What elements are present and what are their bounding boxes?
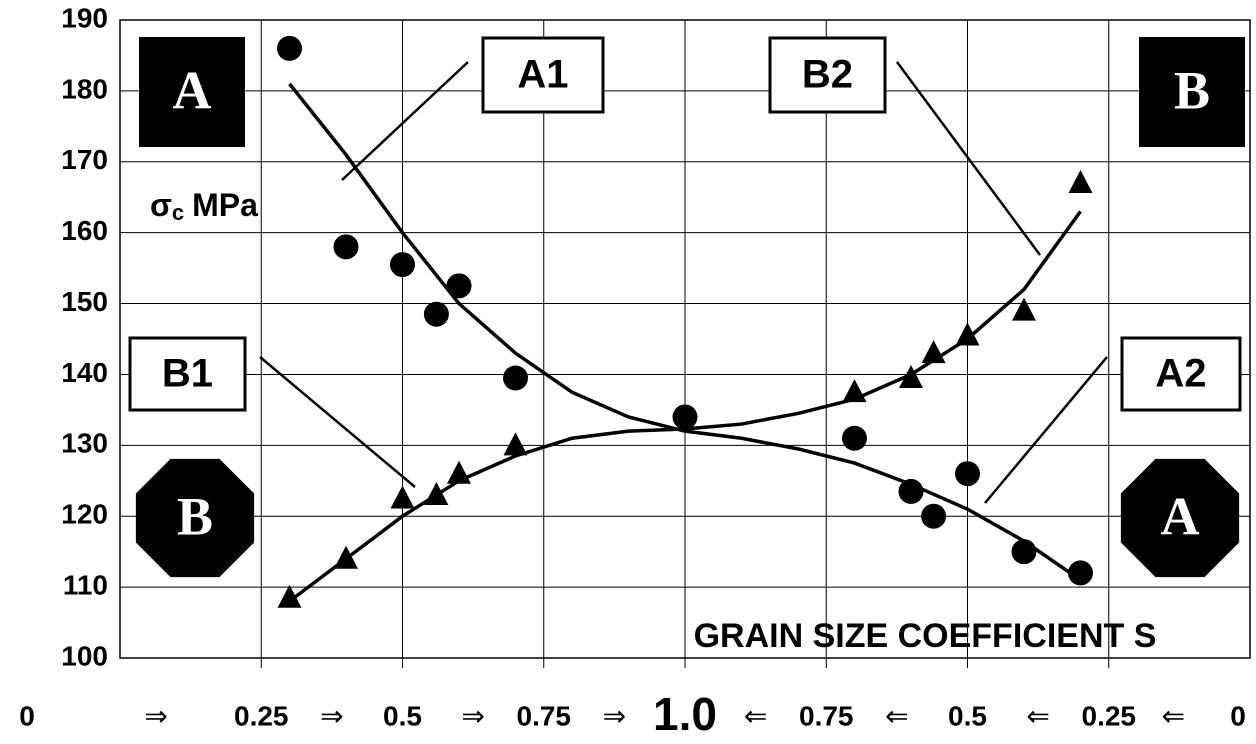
data-point	[921, 340, 946, 364]
data-point	[898, 478, 924, 504]
x-tick-separator: ⇐	[885, 700, 908, 731]
y-tick-label: 140	[61, 357, 108, 388]
data-point	[390, 485, 415, 509]
data-point	[424, 481, 449, 505]
x-tick-separator: ⇒	[144, 700, 167, 731]
x-tick-separator: ⇒	[320, 700, 343, 731]
badge-label: A	[1161, 486, 1200, 546]
badge-octagon	[1120, 458, 1240, 578]
badge-square	[139, 37, 245, 147]
data-point	[921, 503, 947, 529]
data-point	[955, 461, 980, 487]
badge-square	[1139, 37, 1245, 147]
data-point	[672, 404, 698, 430]
x-tick-label: 0	[1230, 700, 1246, 731]
y-tick-label: 160	[61, 215, 108, 246]
leader-line	[984, 356, 1108, 504]
callout-label: A2	[1155, 352, 1206, 396]
leader-line	[895, 61, 1042, 256]
badge-octagon	[135, 458, 255, 578]
x-tick-label: 0.25	[234, 700, 289, 731]
leader-line	[341, 61, 469, 181]
x-tick-separator: ⇒	[461, 700, 484, 731]
data-point	[277, 35, 302, 61]
callout-box	[768, 36, 887, 114]
data-point	[277, 584, 302, 608]
y-tick-label: 190	[61, 2, 108, 33]
callout-box	[481, 36, 605, 114]
callout-label: B2	[802, 53, 853, 97]
x-axis-label: GRAIN SIZE COEFFICIENT S	[694, 617, 1157, 655]
data-point	[446, 273, 472, 299]
y-label-symbol: σ	[150, 187, 172, 223]
x-tick-separator: ⇐	[1162, 700, 1185, 731]
y-tick-label: 130	[61, 428, 108, 459]
callout-label: B1	[162, 352, 213, 396]
x-tick-separator: ⇒	[603, 700, 626, 731]
fit-line	[288, 82, 1082, 582]
callout-label: A1	[517, 53, 568, 97]
data-point	[503, 432, 528, 456]
data-point	[503, 365, 528, 391]
data-point	[1012, 297, 1036, 321]
data-point	[1068, 560, 1093, 586]
y-label-subscript: c	[172, 200, 184, 225]
y-label-unit: MPa	[192, 187, 258, 223]
x-tick-separator: ⇐	[744, 700, 767, 731]
x-tick-label: 0.25	[1082, 700, 1137, 731]
data-point	[333, 234, 359, 260]
data-point	[899, 364, 923, 388]
badge-label: A	[173, 60, 212, 120]
badge-label: B	[177, 486, 213, 546]
x-tick-label: 0.75	[799, 700, 854, 731]
y-tick-label: 150	[61, 286, 108, 317]
y-tick-label: 100	[61, 640, 108, 671]
data-point	[842, 425, 867, 451]
data-point	[447, 460, 471, 484]
x-tick-separator: ⇐	[1026, 700, 1049, 731]
y-tick-label: 110	[63, 570, 108, 601]
data-point	[842, 379, 867, 403]
data-point	[390, 252, 415, 278]
y-tick-label: 120	[61, 499, 108, 530]
badge-label: B	[1174, 60, 1210, 120]
x-tick-label: 1.0	[653, 688, 717, 740]
x-tick-label: 0.75	[517, 700, 572, 731]
y-axis-label: σc MPa	[150, 187, 258, 224]
x-tick-label: 0.5	[383, 700, 422, 731]
callout-box	[128, 336, 247, 412]
data-point	[423, 301, 449, 327]
data-point	[1068, 170, 1093, 194]
data-point	[955, 322, 980, 346]
leader-line	[259, 356, 416, 488]
data-point	[1011, 539, 1037, 565]
x-tick-label: 0	[19, 700, 35, 731]
x-tick-label: 0.5	[948, 700, 987, 731]
y-tick-label: 170	[61, 144, 108, 175]
callout-box	[1120, 336, 1242, 412]
data-point	[334, 545, 358, 569]
y-tick-label: 180	[61, 73, 108, 104]
